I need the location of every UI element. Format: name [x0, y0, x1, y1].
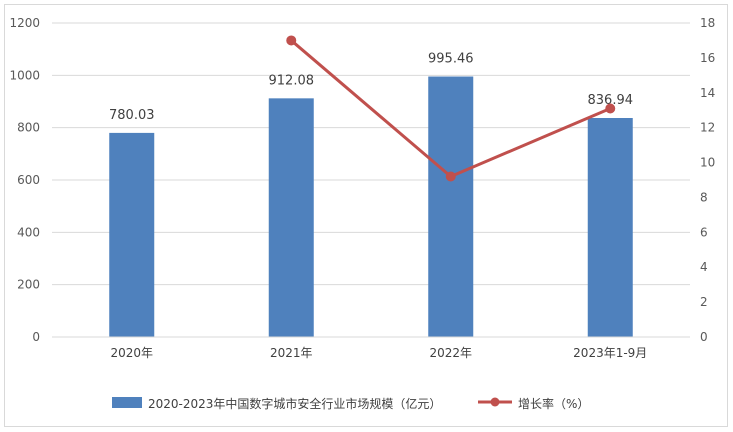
left-axis-ticks: 0 200 400 600 800 1000 1200	[9, 16, 40, 344]
left-tick-label: 400	[17, 225, 40, 239]
x-axis-labels: 2020年 2021年 2022年 2023年1-9月	[110, 346, 647, 360]
x-tick-label: 2020年	[110, 346, 153, 360]
bar-data-label: 995.46	[428, 52, 474, 67]
bar-data-label: 780.03	[109, 108, 155, 123]
right-tick-label: 0	[700, 330, 708, 344]
growth-point	[605, 103, 616, 114]
right-tick-label: 8	[700, 190, 708, 204]
right-tick-label: 10	[700, 156, 715, 170]
x-tick-label: 2021年	[270, 346, 313, 360]
left-tick-label: 800	[17, 121, 40, 135]
bar-data-label: 836.94	[588, 93, 634, 108]
right-tick-label: 4	[700, 260, 708, 274]
bar-data-label: 912.08	[269, 73, 315, 88]
gridlines	[52, 22, 690, 286]
right-tick-label: 12	[700, 121, 715, 135]
bar	[268, 98, 314, 337]
left-tick-label: 200	[17, 278, 40, 292]
growth-point	[445, 171, 456, 182]
left-tick-label: 600	[17, 173, 40, 187]
x-tick-label: 2022年	[429, 346, 472, 360]
bar-data-labels: 780.03 912.08 995.46 836.94	[109, 52, 633, 123]
left-tick-label: 0	[32, 330, 40, 344]
right-tick-label: 6	[700, 225, 708, 239]
bar	[428, 76, 474, 337]
growth-point	[286, 35, 297, 46]
line-series	[286, 35, 616, 182]
bar-series	[109, 76, 633, 337]
x-tick-label: 2023年1-9月	[573, 346, 647, 360]
legend-line-label: 增长率（%）	[518, 396, 589, 411]
legend-line-marker	[490, 397, 500, 407]
bar	[109, 132, 155, 337]
right-tick-label: 14	[700, 86, 715, 100]
legend: 2020-2023年中国数字城市安全行业市场规模（亿元） 增长率（%）	[112, 396, 589, 411]
right-tick-label: 18	[700, 16, 715, 30]
legend-bar-swatch	[112, 397, 142, 408]
right-tick-label: 2	[700, 295, 708, 309]
left-tick-label: 1000	[9, 68, 40, 82]
bar	[587, 118, 633, 337]
right-axis-ticks: 0 2 4 6 8 10 12 14 16 18	[700, 16, 715, 344]
left-tick-label: 1200	[9, 16, 40, 30]
legend-bar-label: 2020-2023年中国数字城市安全行业市场规模（亿元）	[148, 396, 441, 411]
right-tick-label: 16	[700, 51, 715, 65]
